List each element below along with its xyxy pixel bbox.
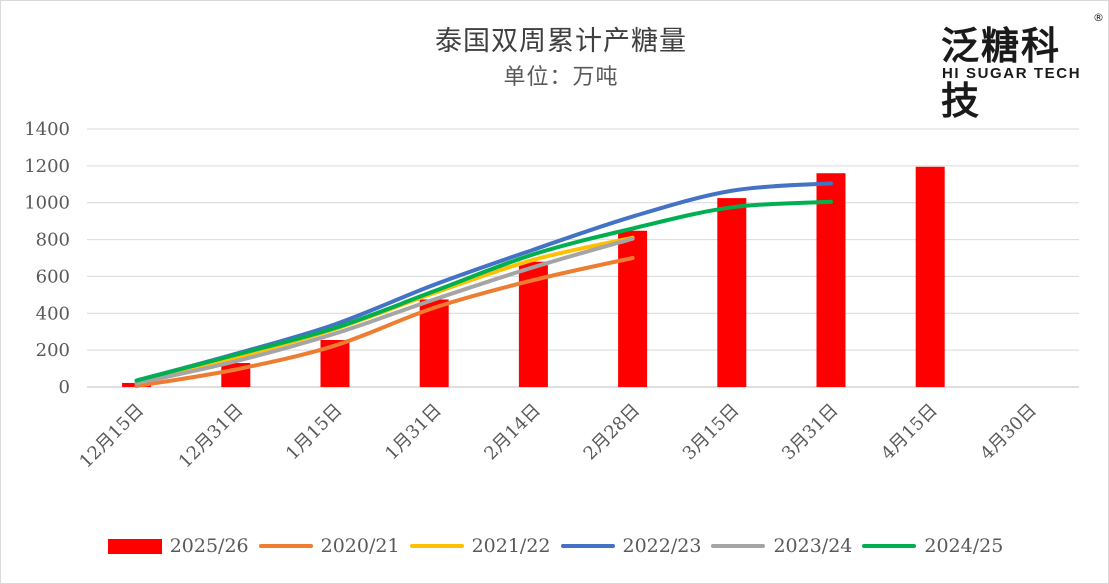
line-series-2024/25: [134, 199, 833, 383]
bar-2025/26-5: [618, 230, 648, 387]
legend-label: 2020/21: [320, 535, 400, 557]
x-tick-label: 2月14日: [480, 400, 545, 465]
chart-legend: 2025/26 2020/21 2021/22 2022/23 2023/24 2024/…: [1, 531, 1109, 561]
legend-item-2020/21: 2020/21: [258, 535, 400, 557]
bar-2025/26-3: [419, 299, 449, 387]
line-series-2023/24: [134, 236, 635, 386]
logo-en-text: HI SUGAR TECH: [942, 65, 1082, 82]
legend-swatch: [258, 544, 313, 548]
legend-item-2022/23: 2022/23: [560, 535, 702, 557]
legend-label: 2024/25: [924, 535, 1004, 557]
chart-plot: 0 200 400 600 800 1000 1200 1400 12月15日 12月31日 1月1…: [24, 119, 1079, 473]
y-tick-label: 1000: [24, 193, 70, 214]
legend-label: 2021/22: [471, 535, 551, 557]
x-tick-label: 2月28日: [580, 400, 645, 465]
y-tick-label: 400: [36, 303, 70, 324]
legend-swatch: [409, 544, 464, 548]
legend-item-2023/24: 2023/24: [711, 535, 852, 557]
x-tick-label: 4月30日: [976, 400, 1041, 465]
bar-2025/26-7: [816, 173, 846, 387]
y-tick-label: 1200: [24, 156, 70, 177]
chart-subtitle: 单位：万吨: [503, 65, 619, 90]
hi-sugar-tech-logo: 泛糖科技 ® HI SUGAR TECH: [939, 11, 1104, 123]
x-tick-label: 12月31日: [175, 400, 248, 473]
x-tick-label: 1月15日: [282, 400, 347, 465]
y-tick-label: 800: [36, 230, 70, 251]
chart-title: 泰国双周累计产糖量: [435, 26, 687, 57]
x-tick-label: 3月31日: [778, 400, 843, 465]
legend-item-2021/22: 2021/22: [409, 535, 551, 557]
legend-item-2024/25: 2024/25: [862, 535, 1003, 557]
x-tick-label: 3月15日: [679, 400, 744, 465]
x-tick-label: 4月15日: [877, 400, 942, 465]
y-tick-label: 0: [59, 377, 70, 398]
legend-swatch: [862, 544, 917, 548]
legend-item-2025/26: 2025/26: [107, 535, 249, 557]
legend-swatch: [107, 538, 162, 554]
y-tick-label: 1400: [24, 119, 70, 140]
bar-2025/26-8: [915, 166, 945, 387]
bar-2025/26-6: [717, 198, 747, 387]
line-series-2020/21: [134, 256, 635, 389]
logo-cn-text: 泛糖科技: [941, 24, 1062, 123]
legend-label: 2023/24: [773, 535, 853, 557]
x-tick-label: 1月31日: [381, 400, 446, 465]
legend-label: 2022/23: [622, 535, 702, 557]
y-tick-label: 200: [36, 340, 70, 361]
x-tick-label: 12月15日: [75, 400, 148, 473]
legend-swatch: [711, 544, 766, 548]
legend-label: 2025/26: [169, 535, 249, 557]
legend-swatch: [560, 544, 615, 548]
y-tick-label: 600: [36, 266, 70, 287]
logo-registered-mark: ®: [1093, 11, 1104, 24]
